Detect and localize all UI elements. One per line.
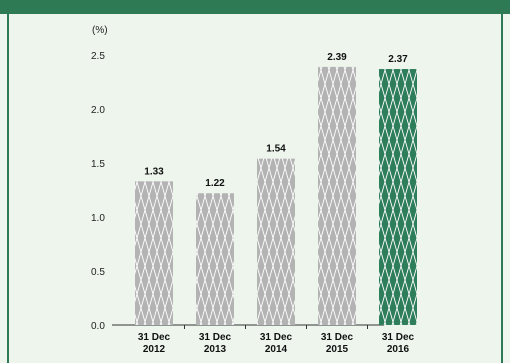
x-tick-label: 2016 <box>387 344 410 355</box>
value-label: 2.39 <box>327 52 347 63</box>
value-label: 2.37 <box>388 54 408 65</box>
x-tick-label: 2015 <box>326 344 349 355</box>
bar <box>318 66 356 325</box>
x-tick-label: 31 Dec <box>260 332 293 343</box>
y-tick-label: 2.5 <box>91 51 105 62</box>
y-unit-label: (%) <box>92 25 108 36</box>
value-label: 1.22 <box>205 178 225 189</box>
value-label: 1.54 <box>266 144 286 155</box>
y-tick-label: 1.5 <box>91 159 105 170</box>
bar <box>196 193 234 325</box>
bar <box>135 181 173 325</box>
y-tick-label: 0.5 <box>91 267 105 278</box>
y-tick-label: 2.0 <box>91 105 105 116</box>
x-tick-label: 2012 <box>143 344 166 355</box>
y-tick-label: 0.0 <box>91 321 105 332</box>
chart-panel: (%) 0.0 0.5 1.0 1.5 2.0 2.5 1.33 31 Dec 2012 1.22… <box>7 14 503 363</box>
header-band <box>0 0 510 14</box>
x-tick-label: 31 Dec <box>199 332 232 343</box>
x-tick-label: 2013 <box>204 344 227 355</box>
value-label: 1.33 <box>144 166 164 177</box>
x-tick-label: 31 Dec <box>382 332 415 343</box>
bar-highlight <box>379 69 417 325</box>
x-tick-label: 2014 <box>265 344 288 355</box>
y-tick-label: 1.0 <box>91 213 105 224</box>
x-tick-label: 31 Dec <box>321 332 354 343</box>
bar <box>257 158 295 325</box>
x-tick-label: 31 Dec <box>138 332 171 343</box>
